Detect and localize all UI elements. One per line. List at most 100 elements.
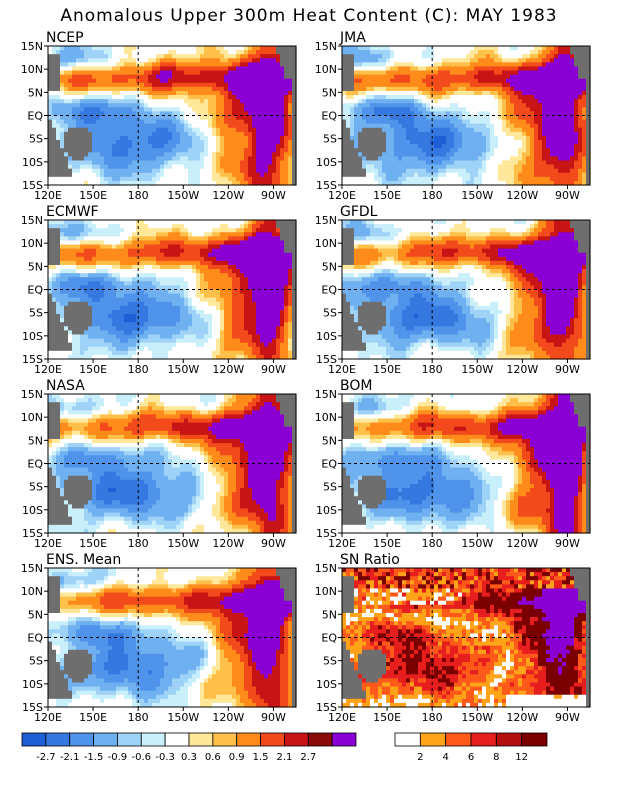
field-cell [56, 120, 61, 125]
field-cell [120, 343, 125, 348]
field-cell [538, 144, 543, 149]
field-cell [168, 99, 173, 104]
field-cell [422, 173, 427, 178]
field-cell [438, 173, 443, 178]
field-cell [56, 71, 61, 76]
field-cell [362, 95, 367, 100]
field-cell [474, 95, 479, 100]
field-cell [64, 132, 69, 137]
field-cell [124, 169, 129, 174]
field-cell [84, 165, 89, 170]
field-cell [582, 91, 587, 96]
field-cell [80, 334, 85, 339]
field-cell [48, 71, 53, 76]
field-cell [80, 87, 85, 92]
field-cell [582, 124, 587, 129]
field-cell [100, 232, 105, 237]
field-cell [558, 95, 563, 100]
field-cell [88, 339, 93, 344]
field-cell [470, 120, 475, 125]
field-cell [518, 83, 523, 88]
field-cell [176, 99, 181, 104]
field-cell [264, 54, 269, 59]
field-cell [514, 46, 519, 51]
field-cell [168, 71, 173, 76]
field-cell [76, 116, 81, 121]
field-cell [260, 156, 265, 161]
field-cell [288, 160, 293, 165]
field-cell [350, 91, 355, 96]
field-cell [140, 91, 145, 96]
field-cell [526, 128, 531, 133]
field-cell [112, 302, 117, 307]
field-cell [64, 95, 69, 100]
field-cell [486, 83, 491, 88]
field-cell [530, 160, 535, 165]
field-cell [386, 152, 391, 157]
field-cell [256, 62, 261, 67]
field-cell [192, 107, 197, 112]
field-cell [128, 120, 133, 125]
field-cell [434, 152, 439, 157]
field-cell [92, 169, 97, 174]
field-cell [176, 116, 181, 121]
field-cell [374, 83, 379, 88]
field-cell [398, 160, 403, 165]
field-cell [402, 169, 407, 174]
field-cell [184, 165, 189, 170]
field-cell [188, 173, 193, 178]
field-cell [92, 87, 97, 92]
field-cell [470, 169, 475, 174]
field-cell [284, 116, 289, 121]
field-cell [92, 249, 97, 254]
field-cell [346, 152, 351, 157]
field-cell [200, 62, 205, 67]
field-cell [124, 290, 129, 295]
field-cell [104, 79, 109, 84]
field-cell [172, 128, 177, 133]
field-cell [144, 79, 149, 84]
field-cell [514, 87, 519, 92]
field-cell [148, 71, 153, 76]
field-cell [92, 220, 97, 225]
field-cell [200, 128, 205, 133]
field-cell [156, 71, 161, 76]
field-cell [346, 120, 351, 125]
field-cell [192, 99, 197, 104]
field-cell [80, 294, 85, 299]
field-cell [570, 124, 575, 129]
field-cell [276, 165, 281, 170]
field-cell [538, 71, 543, 76]
field-cell [450, 95, 455, 100]
field-cell [566, 91, 571, 96]
field-cell [284, 177, 289, 182]
field-cell [148, 79, 153, 84]
field-cell [280, 173, 285, 178]
field-cell [252, 177, 257, 182]
field-cell [450, 156, 455, 161]
field-cell [84, 177, 89, 182]
field-cell [466, 124, 471, 129]
field-cell [240, 148, 245, 153]
field-cell [470, 173, 475, 178]
field-cell [92, 128, 97, 133]
field-cell [350, 124, 355, 129]
field-cell [458, 87, 463, 92]
field-cell [240, 62, 245, 67]
field-cell [462, 46, 467, 51]
field-cell [152, 140, 157, 145]
field-cell [88, 103, 93, 108]
field-cell [104, 306, 109, 311]
field-cell [76, 156, 81, 161]
field-cell [60, 310, 65, 315]
field-cell [108, 220, 113, 225]
field-cell [128, 326, 133, 331]
field-cell [164, 79, 169, 84]
field-cell [84, 58, 89, 63]
field-cell [526, 140, 531, 145]
field-cell [180, 132, 185, 137]
field-cell [96, 339, 101, 344]
field-cell [550, 54, 555, 59]
field-cell [56, 265, 61, 270]
field-cell [478, 75, 483, 80]
